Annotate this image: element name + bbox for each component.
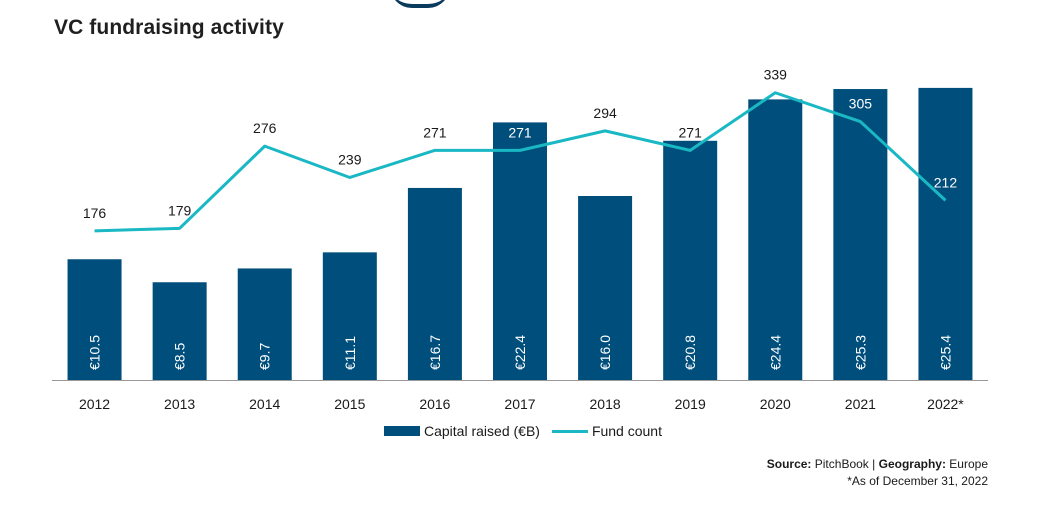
fund-count-label-2017: 271 bbox=[508, 124, 532, 140]
source-value: PitchBook bbox=[814, 457, 869, 471]
fund-count-label-2021: 305 bbox=[849, 96, 873, 112]
fund-count-label-2013: 179 bbox=[168, 202, 192, 218]
header-logo-mark bbox=[390, 0, 450, 8]
bar-label-2019: €20.8 bbox=[682, 335, 698, 370]
bar-label-2021: €25.3 bbox=[852, 335, 868, 370]
source-separator: | bbox=[872, 457, 876, 471]
fund-count-label-2018: 294 bbox=[593, 105, 617, 121]
source-key: Source: bbox=[766, 457, 812, 471]
bar-2015 bbox=[322, 252, 377, 380]
bar-2012 bbox=[67, 259, 122, 380]
fund-count-label-2022*: 212 bbox=[934, 174, 958, 190]
x-tick-label-2015: 2015 bbox=[334, 396, 365, 412]
legend-swatch-bar bbox=[384, 426, 420, 436]
fund-count-label-2012: 176 bbox=[83, 205, 107, 221]
bar-label-2020: €24.4 bbox=[767, 335, 783, 370]
x-tick-label-2021: 2021 bbox=[845, 396, 876, 412]
legend-item-fund-count: Fund count bbox=[540, 423, 662, 439]
legend-item-capital: Capital raised (€B) bbox=[384, 423, 540, 439]
bar-2018 bbox=[578, 196, 633, 380]
bar-label-2012: €10.5 bbox=[87, 335, 103, 370]
fund-count-line bbox=[94, 91, 947, 233]
bar-2019 bbox=[663, 140, 718, 380]
legend-label-fund-count: Fund count bbox=[591, 423, 662, 439]
fund-count-label-2015: 239 bbox=[338, 151, 362, 167]
chart-footer: Source: PitchBook | Geography: Europe *A… bbox=[767, 456, 988, 490]
x-tick-label-2019: 2019 bbox=[675, 396, 706, 412]
legend-swatch-line bbox=[551, 429, 588, 433]
x-tick-label-2013: 2013 bbox=[164, 396, 195, 412]
bar-label-2016: €16.7 bbox=[427, 335, 443, 370]
chart-legend: Capital raised (€B) Fund count bbox=[0, 423, 1046, 439]
fund-count-label-2020: 339 bbox=[764, 67, 788, 83]
fund-count-label-2014: 276 bbox=[253, 120, 277, 136]
bar-2017 bbox=[493, 122, 547, 381]
bar-label-2015: €11.1 bbox=[342, 336, 358, 370]
x-tick-label-2022*: 2022* bbox=[927, 396, 964, 412]
bar-label-2014: €9.7 bbox=[257, 343, 273, 370]
x-tick-label-2012: 2012 bbox=[79, 396, 110, 412]
fund-count-label-2016: 271 bbox=[423, 124, 447, 140]
chart-title: VC fundraising activity bbox=[54, 16, 284, 39]
x-tick-label-2020: 2020 bbox=[760, 396, 791, 412]
bar-2014 bbox=[237, 268, 292, 380]
x-tick-label-2018: 2018 bbox=[590, 396, 621, 412]
bar-2016 bbox=[407, 187, 462, 380]
x-tick-label-2016: 2016 bbox=[419, 396, 450, 412]
bar-2013 bbox=[152, 282, 207, 380]
bar-label-2013: €8.5 bbox=[172, 343, 188, 370]
bar-2020 bbox=[748, 99, 803, 381]
legend-label-capital: Capital raised (€B) bbox=[424, 423, 540, 439]
bar-label-2017: €22.4 bbox=[512, 335, 528, 370]
geography-value: Europe bbox=[949, 457, 988, 471]
bar-2022* bbox=[918, 87, 973, 381]
bar-label-2018: €16.0 bbox=[597, 335, 613, 370]
combo-chart: €10.5 €8.5 €9.7 €11.1 €16.7 €22.4 €16.0 €20.8 €2… bbox=[52, 67, 988, 412]
x-tick-label-2017: 2017 bbox=[504, 396, 535, 412]
source-line: Source: PitchBook | Geography: Europe bbox=[767, 456, 988, 473]
bar-label-2022*: €25.4 bbox=[937, 335, 953, 370]
fund-count-label-2019: 271 bbox=[679, 124, 703, 140]
x-tick-label-2014: 2014 bbox=[249, 396, 280, 412]
footnote: *As of December 31, 2022 bbox=[847, 474, 988, 488]
geography-key: Geography: bbox=[878, 457, 946, 471]
